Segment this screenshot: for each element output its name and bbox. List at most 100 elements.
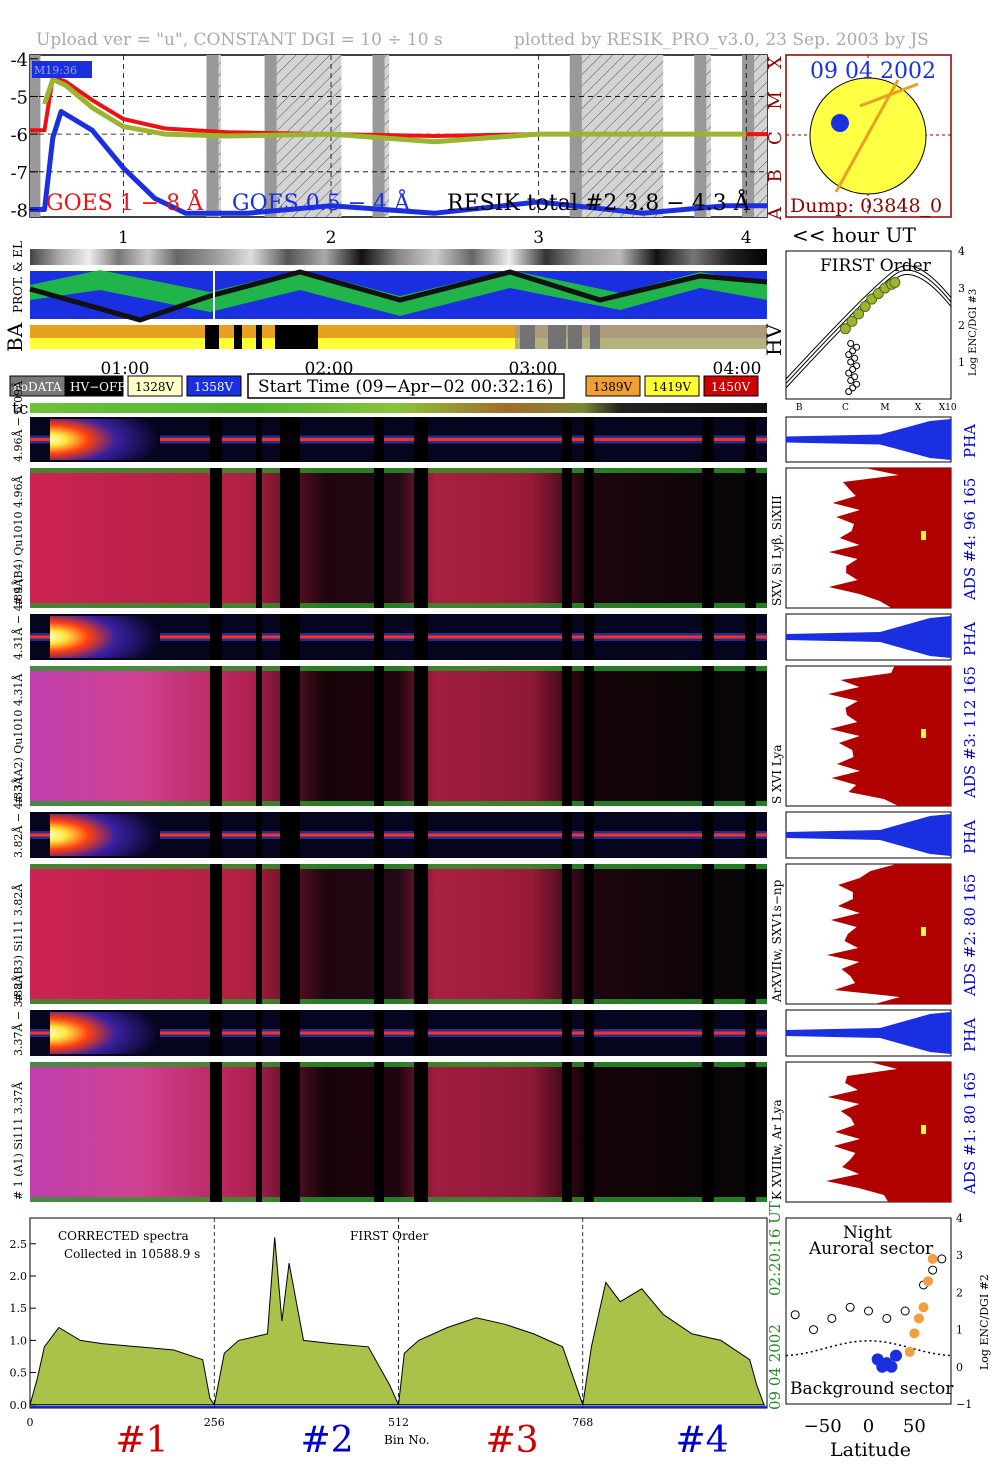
legend-resik: RESIK total #2 3.8 − 4.3 Å [447,188,751,216]
spectrum-channel-1 [29,1326,216,1406]
goes-ytick-label-4: -8 [10,200,28,221]
orbit-point-night-0 [790,1310,800,1320]
first-order-panel: FIRST Order B C M X X10 1 2 3 4 Log ENC/DGI #3 [785,245,979,413]
orbit-point-night-3 [845,1302,855,1312]
goes-ytick-label-3: -7 [10,163,28,184]
sun-dump: Dump: 03848_0 [790,195,942,217]
legend-1358v: 1358V [194,380,234,394]
window-gap-2-4 [414,614,428,660]
legend-start-time: Start Time (09−Apr−02 00:32:16) [258,377,553,397]
orbit-point-night-5 [882,1313,892,1323]
window-gap-4-3 [374,1010,384,1056]
orbit-background-curve [785,1340,952,1357]
fo-low-point-0 [845,388,853,396]
window-gap-4-6 [584,1010,594,1056]
ads-fill-2 [827,666,951,806]
orbit-point-auroral-4 [923,1276,934,1287]
goes-class-label-4: A [765,206,786,221]
spec-ytick-label-4: 2.0 [10,1270,28,1283]
window-gap-3-6 [584,812,594,858]
spec-collected: Collected in 10588.9 s [64,1247,200,1261]
ads-marker-1 [921,531,926,540]
channel-label-3: #3 [485,1420,538,1461]
label-tc: tc [12,399,28,419]
line-label-3: ArXVIIw, SXV1s−np [770,879,784,1003]
window-line-1 [30,438,767,441]
goes-badge-box [32,61,92,78]
window-gap-1-8 [745,417,756,462]
window-gap-2-8 [745,614,756,660]
window-flare-2 [50,616,160,658]
orbit-point-night-2 [827,1313,837,1323]
goes-ytick-label-0: -4 [10,50,28,71]
orbit-point-auroral-1 [909,1328,920,1339]
hv-legend: noDATA HV−OFF 1328V 1358V Start Time (09… [9,373,759,399]
label-prot-el: PROT. & EL [11,241,25,313]
map-bar [29,269,768,323]
orbit-point-background-3 [885,1360,898,1373]
line-label-1: SXV, Si Lyβ, SiXIII [770,495,784,606]
fo-low-point-7 [853,362,861,370]
spectrogram-gap-1-6 [584,468,594,608]
spectrum-channel-4 [582,1281,766,1406]
spectrogram-gap-2-6 [584,666,594,806]
spectrogram-label-4: # 1 (A1) Si111 3.37Å [11,1081,25,1200]
window-line-4 [30,1031,767,1035]
window-gap-3-1 [256,812,262,858]
detector-3: 3.82Å − 4.33Å # 2 (B3) Si111 3.82Å ArXVIIw… [11,776,979,1005]
spectrogram-gap-2-2 [280,666,300,806]
window-label-4: 3.37Å − 3.88Å [11,974,25,1056]
orbit-point-auroral-2 [913,1313,924,1324]
fo-ytick-2: 3 [958,282,965,295]
pha-label-4: PHA [961,1018,979,1052]
orbit-point-auroral-0 [904,1346,915,1357]
goes-panel: M19:36 -4 -5 -6 -7 -8 X M C B A GOES 1 − 8 Å GOE… [10,50,786,222]
spec-ytick-label-3: 1.5 [10,1302,28,1315]
channel-label-2: #2 [300,1420,353,1461]
spec-ytick-label-0: 0.0 [10,1399,28,1412]
orbit-xtick-0: −50 [804,1416,842,1437]
spectrogram-gap-1-0 [210,468,222,608]
window-gap-3-3 [374,812,384,858]
window-gap-4-7 [702,1010,714,1056]
fo-point-3 [859,301,871,312]
orbit-ytick-3: 2 [956,1286,963,1299]
window-gap-2-6 [584,614,594,660]
spectrogram-gap-2-5 [562,666,572,806]
spectrogram-gap-4-3 [374,1062,384,1202]
window-flare-1 [50,419,160,460]
fo-point-8 [889,276,901,288]
fo-curve-2 [785,265,952,380]
spectrogram-gap-3-4 [414,864,428,1004]
time-tick-0: 01:00 [101,359,150,379]
window-gap-4-4 [414,1010,428,1056]
spectrogram-gap-3-3 [374,864,384,1004]
ads-label-2: ADS #3: 112 165 [961,666,979,799]
spectrogram-gap-3-8 [745,864,756,1004]
orbit-track-line [834,79,900,193]
fo-low-point-5 [845,369,853,377]
fo-ylabel: Log ENC/DGI #3 [968,289,979,376]
fo-ytick-1: 2 [958,319,965,332]
ba-dark-seg-2 [256,325,262,349]
spec-ytick-label-1: 0.5 [10,1367,28,1380]
fo-xtick-0: B [796,403,803,413]
goes-series-3 [42,77,747,145]
pha-fill-2 [786,616,951,658]
window-line-3 [30,833,767,837]
orbit-point-night-9 [937,1254,947,1264]
goes-class-labels: X M C B A [765,56,786,221]
window-gap-3-5 [562,812,572,858]
fo-low-point-9 [851,354,859,362]
fo-low-point-8 [847,358,855,366]
ads-marker-2 [921,729,926,738]
orbit-ytick-2: 1 [956,1324,963,1337]
spectrogram-edge-top-2 [30,666,767,671]
window-gap-2-7 [702,614,714,660]
orbit-ytick-0: −1 [956,1398,972,1411]
line-label-4: K XVIIIw, Ar Lya [770,1099,784,1200]
channel-label-4: #4 [675,1420,728,1461]
elevation-bar [30,249,767,265]
spectrum-channel-2 [213,1237,399,1406]
fo-point-0 [839,323,851,335]
